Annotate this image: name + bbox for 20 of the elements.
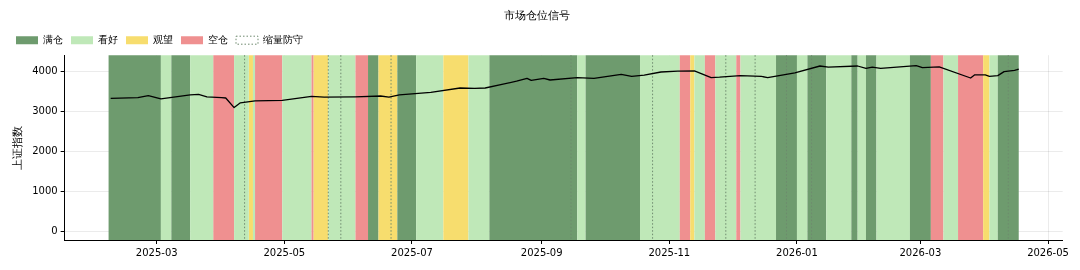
- x-tick-label: 2026-01: [776, 246, 818, 258]
- y-tick-label: 2000: [32, 145, 58, 157]
- x-tick-label: 2026-05: [1027, 246, 1069, 258]
- x-tick-label: 2025-05: [263, 246, 306, 258]
- chart-title: 市场仓位信号: [504, 9, 570, 23]
- x-tick-label: 2026-03: [899, 246, 942, 258]
- y-tick-label: 3000: [32, 105, 58, 117]
- legend-label: 满仓: [43, 33, 63, 45]
- x-tick-label: 2025-03: [135, 246, 178, 258]
- y-tick-label: 4000: [32, 65, 58, 77]
- x-tick-label: 2025-11: [648, 246, 691, 258]
- y-tick-label: 1000: [32, 185, 58, 197]
- y-axis-title: 上证指数: [11, 125, 25, 170]
- legend-label: 看好: [98, 33, 118, 45]
- x-tick-label: 2025-07: [391, 246, 433, 258]
- legend-label: 缩量防守: [263, 33, 303, 45]
- legend-label: 空仓: [208, 33, 228, 45]
- y-tick-label: 0: [51, 225, 58, 237]
- x-tick-label: 2025-09: [520, 246, 563, 258]
- legend-label: 观望: [153, 33, 173, 45]
